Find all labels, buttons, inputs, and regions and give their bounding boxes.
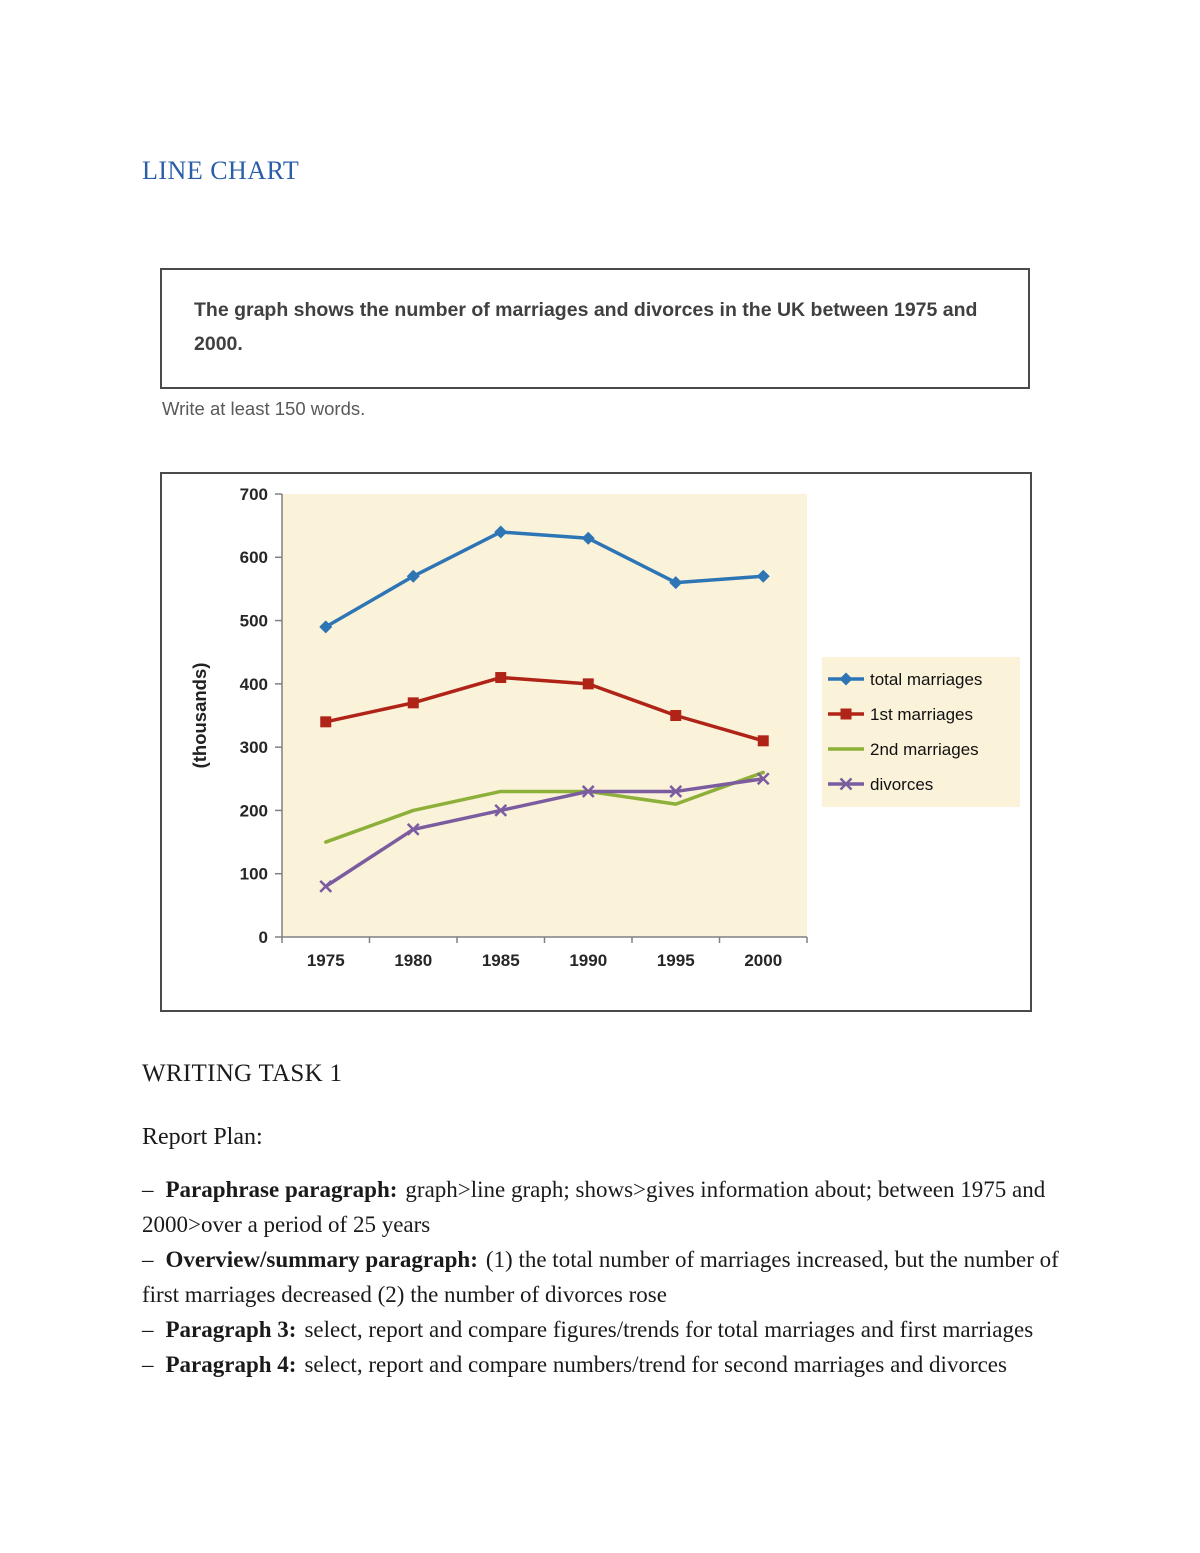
svg-text:100: 100 <box>240 865 268 884</box>
chart-canvas: 0 100 200 300 400 500 600 700 1975 1980 1985 1990 19… <box>162 474 1030 1010</box>
series-2nd-marriages <box>324 770 765 844</box>
bullet-dash: – <box>142 1317 154 1342</box>
svg-text:1975: 1975 <box>307 951 345 970</box>
plan-item-label: Paragraph 4: <box>165 1352 297 1377</box>
page-title: LINE CHART <box>142 156 300 185</box>
svg-text:0: 0 <box>259 928 268 947</box>
section-title: WRITING TASK 1 <box>142 1060 343 1087</box>
bullet-dash: – <box>142 1247 154 1272</box>
plan-item-text: graph>line graph; shows>gives informatio… <box>142 1177 1046 1237</box>
svg-text:1995: 1995 <box>657 951 695 970</box>
plan-item-label: Overview/summary paragraph: <box>165 1247 478 1272</box>
bullet-dash: – <box>142 1352 154 1377</box>
series-total-marriages <box>319 525 770 634</box>
series-1st-marriages <box>320 672 769 747</box>
svg-text:300: 300 <box>240 738 268 757</box>
plan-item: – Paragraph 3: select, report and compare … <box>142 1312 1062 1347</box>
svg-text:total marriages: total marriages <box>870 670 982 689</box>
plan-item-text: (1) the total number of marriages increa… <box>142 1247 1059 1307</box>
word-count-instruction: Write at least 150 words. <box>162 398 366 419</box>
line-chart-svg: 0 100 200 300 400 500 600 700 1975 1980 1985 1990 19… <box>189 485 1020 970</box>
series-divorces <box>319 772 770 893</box>
plan-item: – Paraphrase paragraph: graph>line graph; … <box>142 1172 1062 1242</box>
svg-text:400: 400 <box>240 675 268 694</box>
svg-text:600: 600 <box>240 548 268 567</box>
svg-text:500: 500 <box>240 612 268 631</box>
svg-text:700: 700 <box>240 485 268 504</box>
svg-text:1990: 1990 <box>569 951 607 970</box>
report-plan-heading: Report Plan: <box>142 1124 263 1150</box>
plan-item: – Overview/summary paragraph: (1) the tota… <box>142 1242 1062 1312</box>
svg-text:1st marriages: 1st marriages <box>870 705 973 724</box>
plan-item-text: select, report and compare numbers/trend… <box>304 1352 1007 1377</box>
report-plan-list: – Paraphrase paragraph: graph>line graph; … <box>142 1172 1062 1382</box>
svg-text:1980: 1980 <box>394 951 432 970</box>
svg-text:2nd marriages: 2nd marriages <box>870 740 979 759</box>
svg-text:1985: 1985 <box>482 951 520 970</box>
task-prompt-box: The graph shows the number of marriages … <box>160 268 1030 390</box>
chart-legend: total marriages 1st marriages 2nd marriage… <box>822 657 1020 807</box>
plan-item: – Paragraph 4: select, report and compare … <box>142 1347 1062 1382</box>
svg-text:(thousands): (thousands) <box>189 663 210 769</box>
plan-item-label: Paragraph 3: <box>165 1317 297 1342</box>
svg-text:2000: 2000 <box>744 951 782 970</box>
task-prompt-text: The graph shows the number of marriages … <box>194 299 978 356</box>
plan-item-text: select, report and compare figures/trend… <box>304 1317 1034 1342</box>
svg-text:divorces: divorces <box>870 775 933 794</box>
plan-item-label: Paraphrase paragraph: <box>165 1177 398 1202</box>
bullet-dash: – <box>142 1177 154 1202</box>
chart-frame: 0 100 200 300 400 500 600 700 1975 1980 1985 1990 19… <box>160 472 1032 1012</box>
svg-text:200: 200 <box>240 801 268 820</box>
